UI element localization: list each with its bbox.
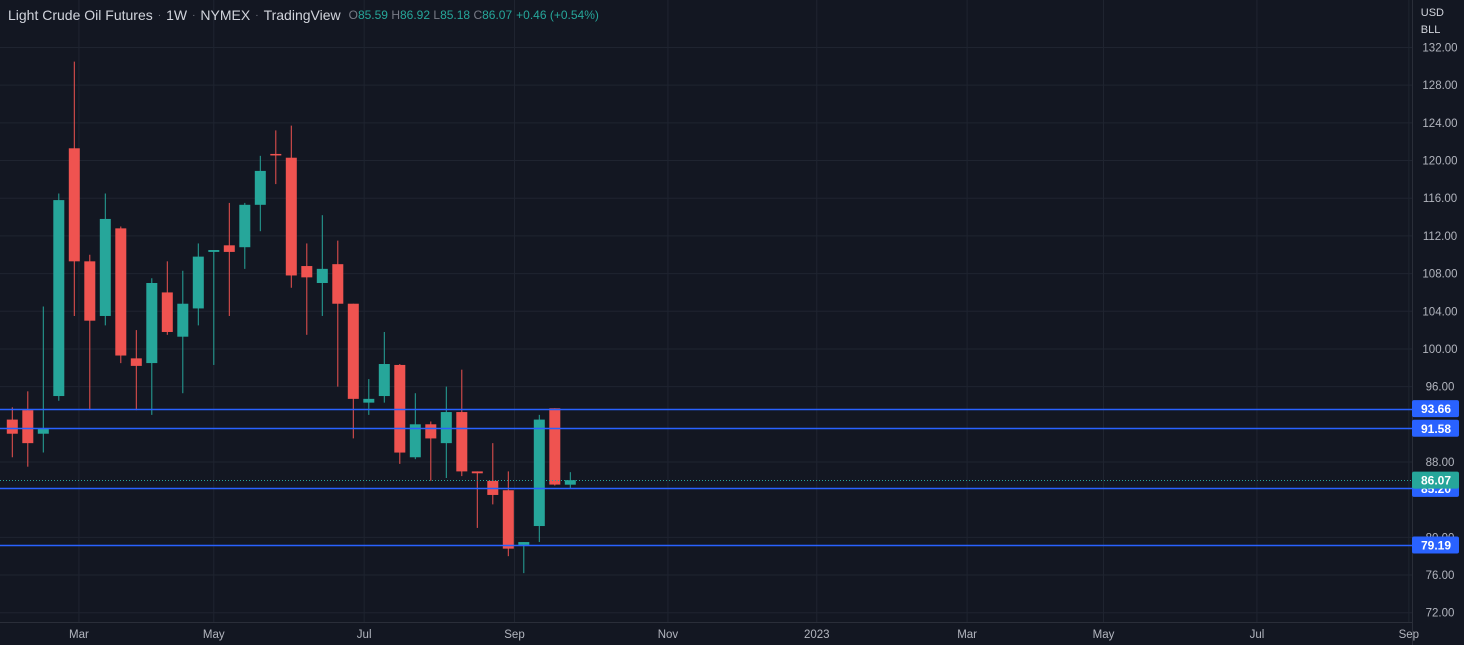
price-tick-label: 116.00: [1423, 193, 1457, 205]
high-value: 86.92: [400, 8, 431, 22]
candle-body: [564, 480, 576, 485]
price-tick-label: 132.00: [1422, 43, 1457, 55]
candle-body: [409, 424, 421, 458]
candle-body: [37, 429, 49, 434]
candle-body: [456, 412, 468, 472]
candle-body: [332, 264, 344, 304]
candle-body: [533, 419, 545, 527]
candle-body: [363, 398, 375, 403]
separator-dot: ·: [192, 9, 196, 21]
price-tick-label: 108.00: [1422, 269, 1457, 281]
candle-body: [471, 471, 483, 474]
high-key: H: [391, 8, 400, 22]
last-price-label: 86.07: [1421, 474, 1451, 488]
separator-dot: ·: [255, 9, 259, 21]
level-price-label: 79.19: [1421, 538, 1451, 552]
candle-body: [270, 153, 282, 156]
candle-body: [378, 364, 390, 397]
open-key: O: [348, 8, 358, 22]
level-price-label: 91.58: [1421, 422, 1451, 436]
horizontal-levels[interactable]: [0, 408, 1412, 547]
change-value: +0.46 (+0.54%): [516, 8, 599, 22]
candle-body: [68, 148, 80, 262]
candle-body: [53, 200, 65, 397]
last-price-label-bg: [1412, 471, 1459, 489]
source-label: TradingView: [263, 7, 341, 23]
ohlc-values: O85.59 H86.92 L85.18 C86.07: [349, 8, 513, 22]
price-axis[interactable]: 132.00 128.00 124.00 120.00 116.00 112.00 108.…: [1422, 43, 1457, 620]
candle-body: [177, 303, 189, 337]
time-axis[interactable]: MarMayJulSepNov2023MarMayJulSepNo: [69, 629, 1464, 641]
price-tick-label: 104.00: [1422, 306, 1457, 318]
symbol-legend: Light Crude Oil Futures · 1W · NYMEX · T…: [8, 7, 599, 23]
time-tick-label: Sep: [1399, 629, 1419, 641]
level-price-label-bg: [1412, 419, 1459, 437]
separator-dot: ·: [157, 9, 162, 21]
candle-body: [549, 408, 561, 485]
candle-body: [84, 261, 96, 321]
time-tick-label: May: [203, 629, 225, 641]
time-tick-label: Jul: [357, 629, 372, 641]
candle-body: [6, 419, 18, 434]
currency-unit[interactable]: USD BLL: [1421, 5, 1444, 39]
time-tick-label: Mar: [69, 629, 89, 641]
candle-body: [99, 218, 111, 316]
candle-body: [161, 292, 173, 332]
price-tick-label: 76.00: [1426, 570, 1455, 582]
price-tick-label: 128.00: [1422, 80, 1457, 92]
close-key: C: [473, 8, 483, 22]
price-tick-label: 96.00: [1426, 382, 1455, 394]
candle-body: [130, 358, 142, 366]
price-tick-label: 120.00: [1422, 156, 1457, 168]
low-value: 85.18: [440, 8, 471, 22]
time-tick-label: Sep: [504, 629, 524, 641]
candle-body: [440, 412, 452, 444]
time-tick-label: Nov: [658, 629, 679, 641]
level-price-label-bg: [1412, 400, 1459, 418]
candle-body: [518, 542, 530, 545]
candle-body: [192, 256, 204, 309]
candle-body: [223, 245, 235, 252]
level-price-label-bg: [1412, 536, 1459, 554]
price-tick-label: 112.00: [1423, 231, 1457, 243]
low-key: L: [433, 8, 441, 22]
time-tick-label: Jul: [1250, 629, 1265, 641]
price-tick-label: 100.00: [1422, 344, 1457, 356]
time-tick-label: Mar: [957, 629, 977, 641]
price-tick-label: 88.00: [1426, 457, 1455, 469]
time-tick-label: May: [1093, 629, 1115, 641]
price-tick-label: 72.00: [1426, 608, 1455, 620]
candle-body: [347, 303, 359, 399]
candle-body: [425, 424, 437, 439]
currency-label: USD: [1420, 7, 1444, 19]
interval-label[interactable]: 1W: [166, 7, 188, 23]
close-value: 86.07: [482, 8, 513, 22]
candle-body: [301, 266, 313, 278]
candle-body: [254, 170, 266, 205]
time-tick-label: 2023: [804, 629, 830, 641]
candle-body: [502, 490, 514, 549]
symbol-name[interactable]: Light Crude Oil Futures: [8, 7, 153, 23]
candle-body: [239, 204, 251, 248]
candle-body: [285, 157, 297, 276]
candle-body: [115, 228, 127, 356]
unit-label: BLL: [1420, 24, 1441, 36]
candle-body: [146, 283, 158, 364]
open-value: 85.59: [357, 8, 388, 22]
candle-body: [22, 410, 34, 444]
exchange-label: NYMEX: [200, 7, 251, 23]
price-tick-label: 124.00: [1422, 118, 1457, 130]
candle-body: [208, 250, 220, 252]
level-price-label: 93.66: [1421, 402, 1451, 416]
candle-body: [316, 268, 328, 283]
